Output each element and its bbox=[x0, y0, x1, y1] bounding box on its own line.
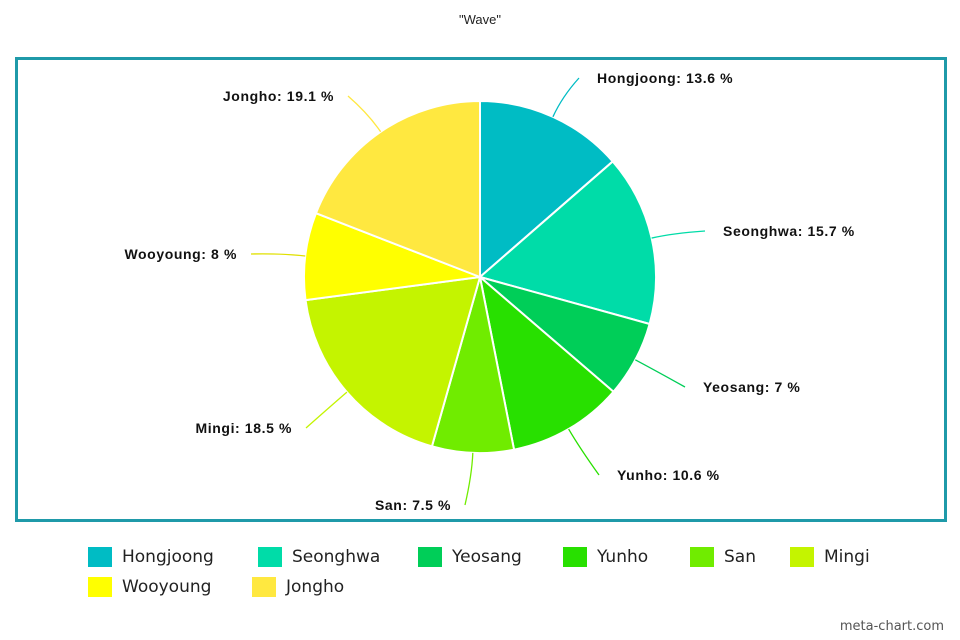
legend-item-hongjoong[interactable]: Hongjoong bbox=[88, 547, 214, 567]
data-label: Wooyoung: 8 % bbox=[124, 246, 237, 262]
legend-label: Jongho bbox=[286, 577, 345, 597]
legend-item-yunho[interactable]: Yunho bbox=[563, 547, 648, 567]
data-label: San: 7.5 % bbox=[375, 497, 451, 513]
pie-slice-yunho[interactable] bbox=[478, 274, 615, 451]
legend-swatch bbox=[418, 547, 442, 567]
data-label: Mingi: 18.5 % bbox=[196, 420, 292, 436]
legend-swatch bbox=[88, 577, 112, 597]
leader-line bbox=[634, 359, 686, 388]
legend-swatch bbox=[790, 547, 814, 567]
data-label: Jongho: 19.1 % bbox=[223, 88, 334, 104]
legend-item-wooyoung[interactable]: Wooyoung bbox=[88, 577, 211, 597]
legend-item-seonghwa[interactable]: Seonghwa bbox=[258, 547, 380, 567]
leader-line bbox=[250, 253, 306, 257]
legend-label: Seonghwa bbox=[292, 547, 381, 567]
watermark: meta-chart.com bbox=[839, 619, 944, 634]
legend-item-yeosang[interactable]: Yeosang bbox=[418, 547, 522, 567]
leader-line bbox=[568, 428, 600, 476]
legend-swatch bbox=[563, 547, 587, 567]
leader-line bbox=[552, 77, 580, 118]
pie-slice-hongjoong[interactable] bbox=[479, 99, 615, 280]
legend-label: Yeosang bbox=[452, 547, 522, 567]
legend-swatch bbox=[88, 547, 112, 567]
legend-swatch bbox=[690, 547, 714, 567]
leader-line bbox=[305, 391, 348, 429]
legend-item-jongho[interactable]: Jongho bbox=[252, 577, 344, 597]
legend-swatch bbox=[252, 577, 276, 597]
data-label: Yunho: 10.6 % bbox=[617, 467, 720, 483]
data-label: Yeosang: 7 % bbox=[703, 379, 800, 395]
leader-line bbox=[464, 452, 474, 506]
legend-label: Mingi bbox=[824, 547, 870, 567]
chart-title: "Wave" bbox=[459, 12, 501, 27]
legend-label: Yunho bbox=[597, 547, 649, 567]
legend-label: Wooyoung bbox=[122, 577, 212, 597]
pie-slice-seonghwa[interactable] bbox=[477, 160, 657, 326]
legend-label: San bbox=[724, 547, 756, 567]
legend-item-mingi[interactable]: Mingi bbox=[790, 547, 870, 567]
data-label: Seonghwa: 15.7 % bbox=[723, 223, 855, 239]
legend-item-san[interactable]: San bbox=[690, 547, 756, 567]
legend-swatch bbox=[258, 547, 282, 567]
chart-frame bbox=[15, 57, 947, 522]
data-label: Hongjoong: 13.6 % bbox=[597, 70, 733, 86]
legend-label: Hongjoong bbox=[122, 547, 214, 567]
leader-line bbox=[347, 95, 382, 133]
pie-slice-wooyoung[interactable] bbox=[303, 211, 481, 302]
leader-line bbox=[651, 230, 706, 239]
pie-slice-mingi[interactable] bbox=[304, 275, 482, 448]
